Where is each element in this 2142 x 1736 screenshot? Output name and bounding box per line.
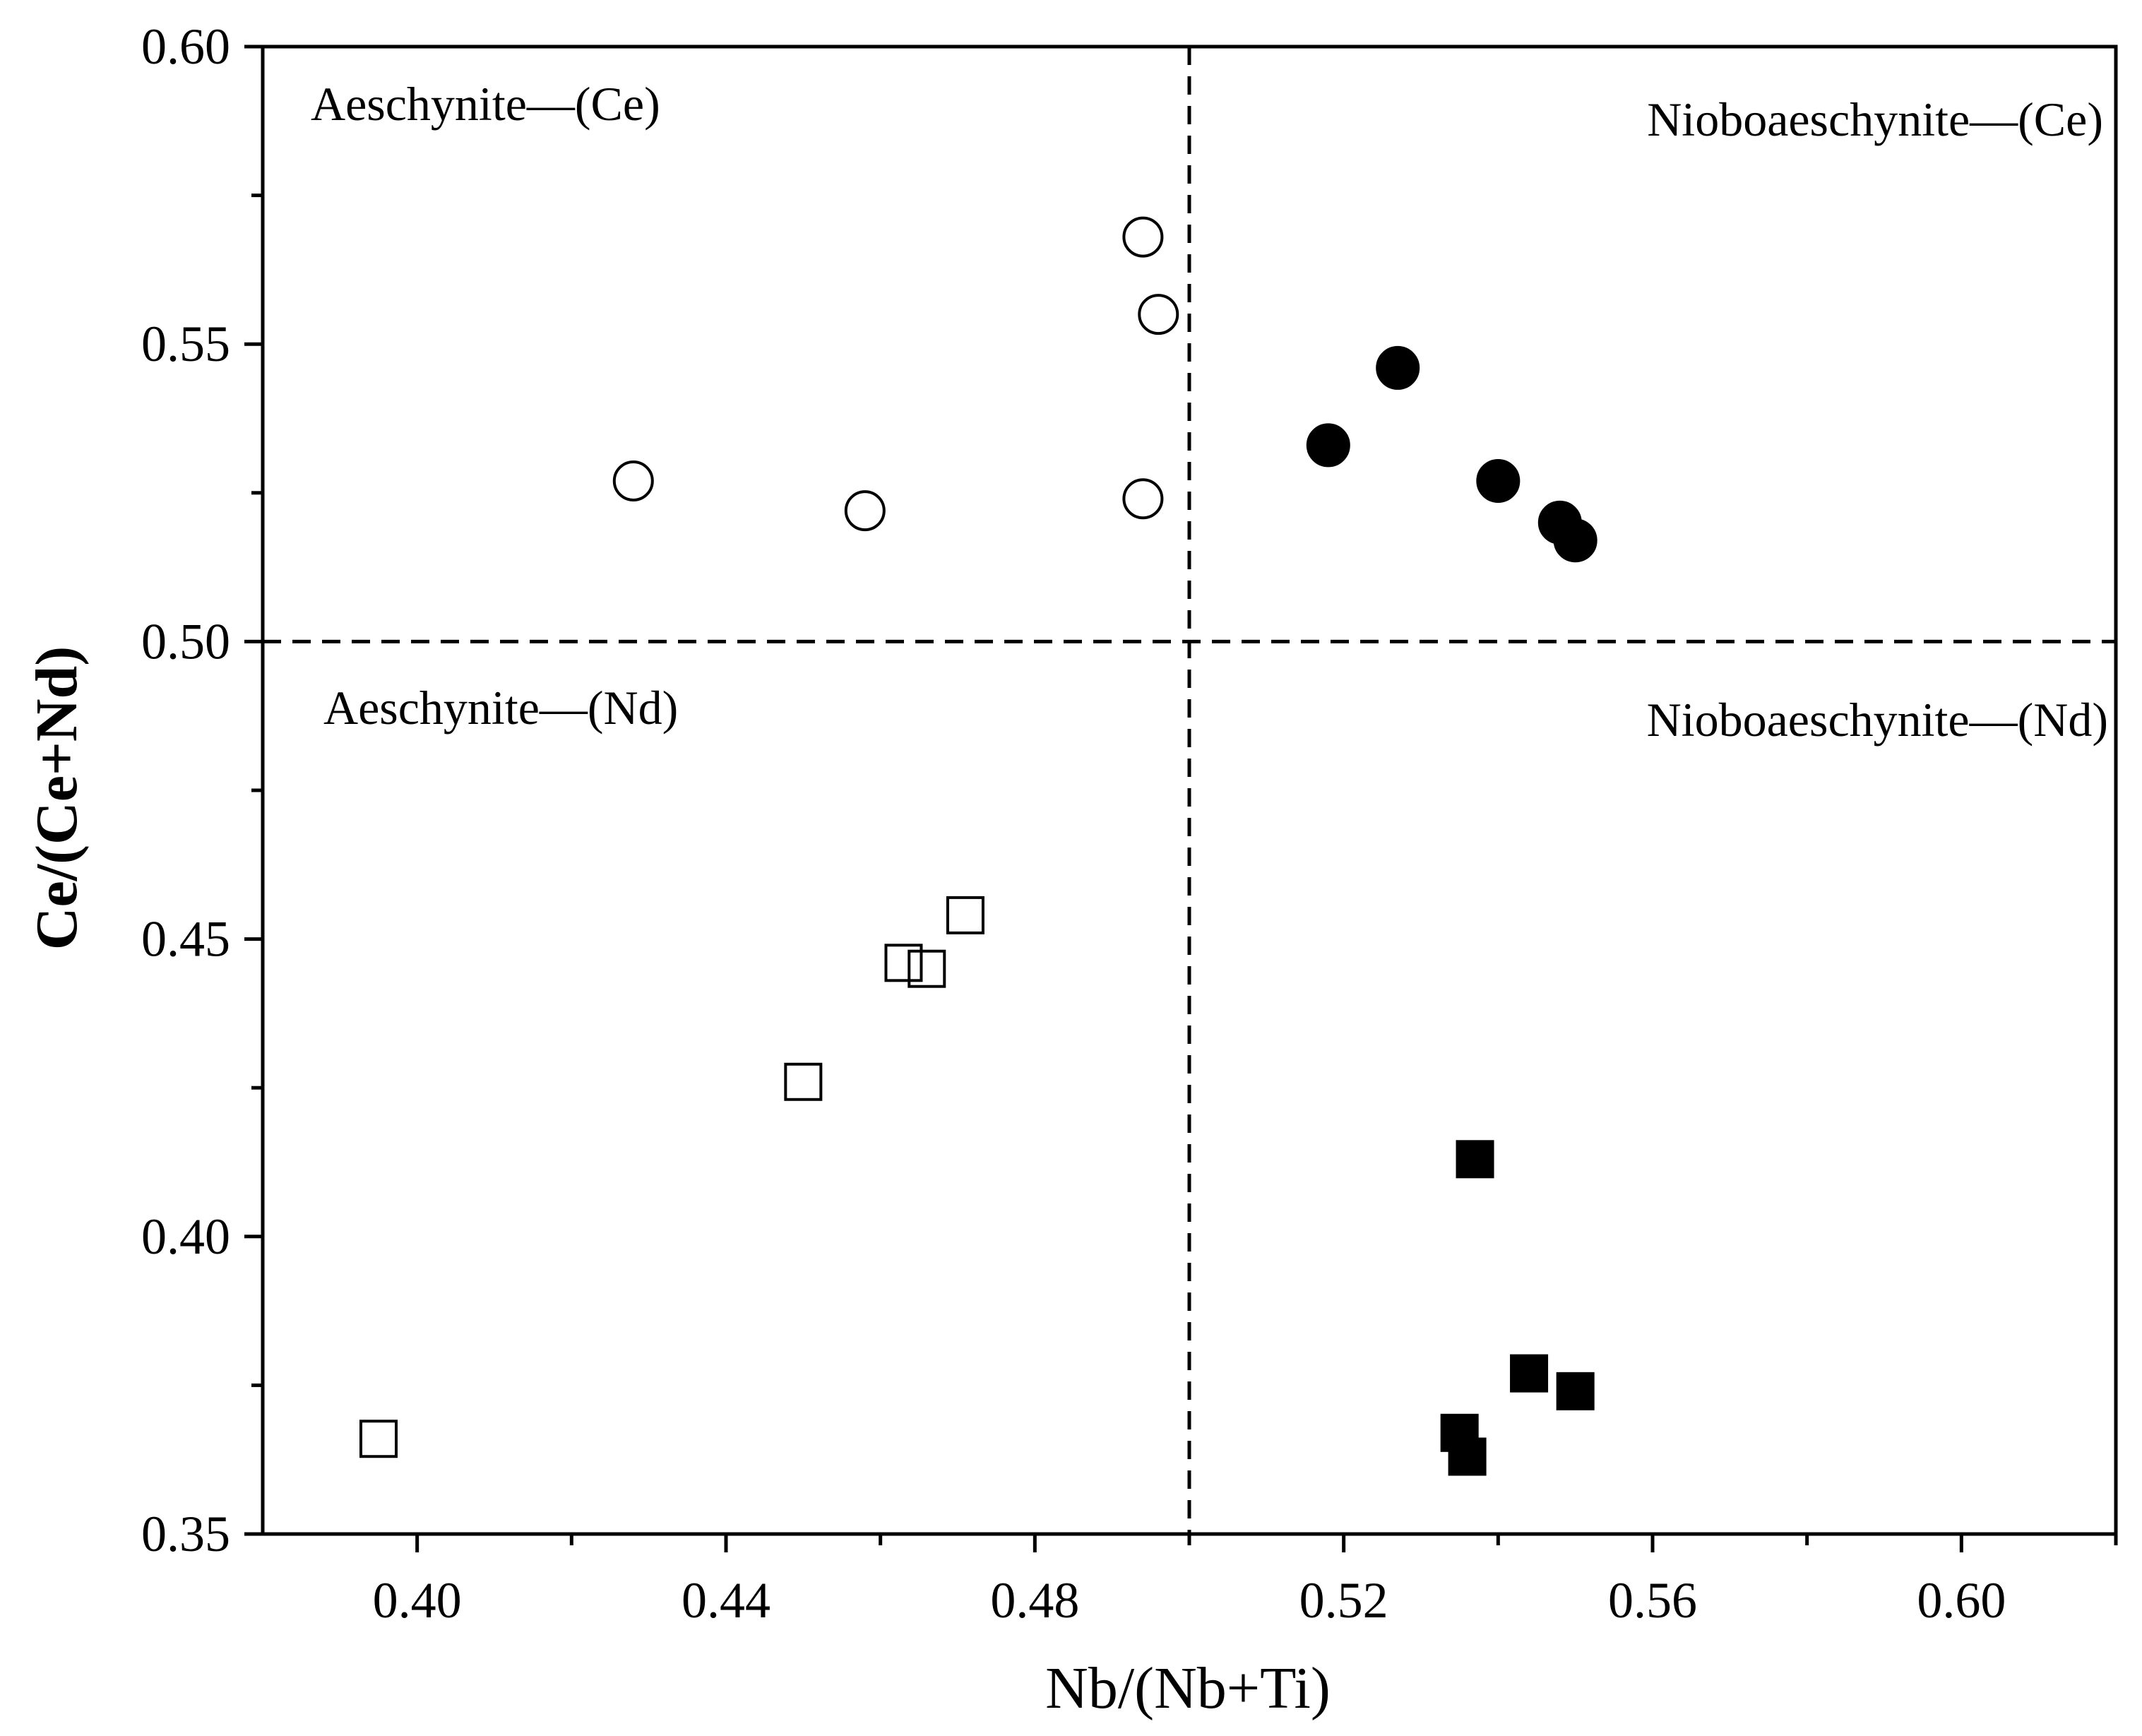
- x-tick-label: 0.60: [1917, 1572, 2006, 1629]
- tick-labels: 0.40 0.44 0.48 0.52 0.56 0.60 0.35 0.40 0.45 0.50…: [141, 18, 2006, 1629]
- x-tick-label: 0.40: [373, 1572, 462, 1629]
- open-square-point: [359, 1420, 398, 1458]
- x-axis-title: Nb/(Nb+Ti): [1045, 1655, 1331, 1721]
- y-tick-label: 0.50: [141, 613, 230, 670]
- open-circle-point: [844, 490, 886, 532]
- data-points: [359, 216, 1597, 1476]
- x-tick-label: 0.44: [682, 1572, 770, 1629]
- x-tick-label: 0.48: [990, 1572, 1079, 1629]
- y-tick-label: 0.55: [141, 316, 230, 372]
- open-circle-point: [1122, 478, 1164, 520]
- y-tick-label: 0.40: [141, 1208, 230, 1265]
- open-square-point: [884, 944, 923, 982]
- filled-circle-point: [1476, 458, 1521, 503]
- region-label-nioboaeschynite-nd: Nioboaeschynite—(Nd): [1647, 693, 2108, 747]
- region-label-nioboaeschynite-ce: Nioboaeschynite—(Ce): [1647, 93, 2103, 146]
- axis-ticks: [244, 44, 2118, 1552]
- filled-square-point: [1556, 1372, 1595, 1410]
- open-circle-point: [612, 460, 654, 501]
- region-label-aeschynite-ce: Aeschynite—(Ce): [311, 77, 660, 131]
- open-circle-point: [1122, 216, 1164, 258]
- filled-square-point: [1510, 1354, 1549, 1393]
- y-tick-label: 0.60: [141, 18, 230, 75]
- x-tick-label: 0.52: [1299, 1572, 1388, 1629]
- region-labels: Aeschynite—(Ce) Nioboaeschynite—(Ce) Aes…: [311, 77, 2108, 747]
- open-circle-point: [1138, 294, 1179, 335]
- filled-square-point: [1448, 1437, 1487, 1476]
- plot-frame: [261, 44, 2118, 1536]
- open-square-point: [784, 1062, 823, 1101]
- y-tick-label: 0.45: [141, 911, 230, 968]
- y-axis-title: Ce/(Ce+Nd): [24, 646, 90, 950]
- filled-circle-point: [1306, 423, 1350, 468]
- divider-lines: [263, 47, 2116, 1534]
- x-tick-label: 0.56: [1608, 1572, 1697, 1629]
- filled-square-point: [1456, 1140, 1494, 1179]
- open-square-point: [908, 949, 946, 988]
- region-label-aeschynite-nd: Aeschynite—(Nd): [323, 681, 678, 735]
- filled-circle-point: [1376, 345, 1420, 390]
- open-square-point: [946, 896, 984, 934]
- y-tick-label: 0.35: [141, 1506, 230, 1562]
- filled-circle-point: [1553, 518, 1597, 563]
